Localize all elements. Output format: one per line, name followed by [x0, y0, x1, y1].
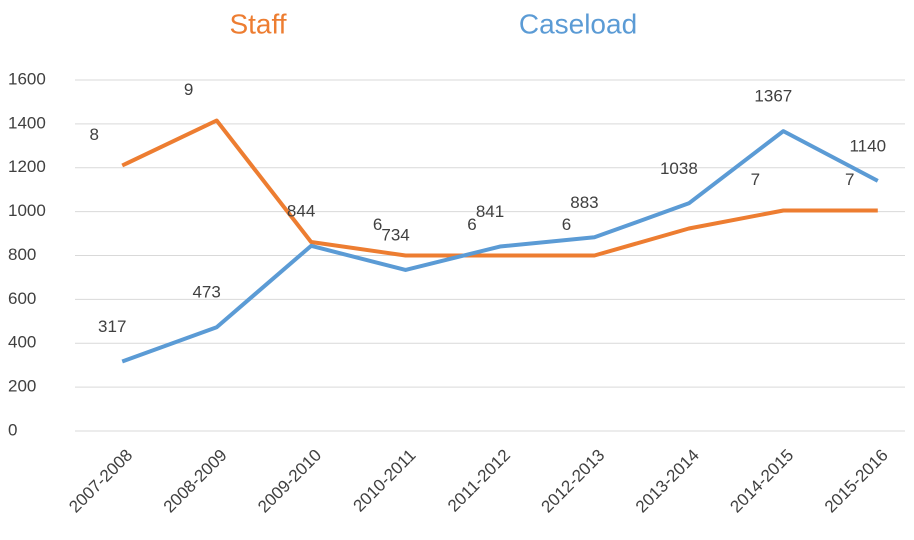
y-tick-label: 400 — [8, 333, 36, 352]
series-line — [121, 129, 879, 364]
data-label: 734 — [381, 225, 409, 244]
data-label: 7 — [845, 170, 854, 189]
y-tick-label: 1000 — [8, 201, 46, 220]
x-tick-label: 2009-2010 — [254, 446, 325, 517]
x-tick-label: 2013-2014 — [632, 446, 703, 517]
data-label: 6 — [373, 215, 382, 234]
y-tick-label: 1400 — [8, 113, 46, 132]
data-label: 1038 — [660, 159, 698, 178]
y-tick-label: 1600 — [8, 69, 46, 88]
data-label: 9 — [184, 80, 193, 99]
x-tick-label: 2010-2011 — [350, 446, 420, 516]
x-tick-label: 2015-2016 — [821, 446, 892, 517]
x-tick-label: 2007-2008 — [65, 446, 136, 517]
x-tick-label: 2012-2013 — [538, 446, 609, 517]
data-label: 883 — [570, 193, 598, 212]
y-tick-label: 1200 — [8, 157, 46, 176]
data-label: 6 — [467, 215, 476, 234]
data-label: 473 — [192, 283, 220, 302]
x-tick-label: 2014-2015 — [726, 446, 797, 517]
x-tick-label: 2011-2012 — [444, 446, 514, 516]
x-tick-label: 2008-2009 — [160, 446, 231, 517]
legend-entry: Caseload — [519, 8, 637, 39]
y-tick-label: 600 — [8, 289, 36, 308]
y-tick-label: 800 — [8, 245, 36, 264]
legend-entry: Staff — [229, 8, 286, 39]
data-label: 6 — [562, 215, 571, 234]
data-label: 1367 — [754, 87, 792, 106]
data-label: 841 — [476, 202, 504, 221]
data-label: 317 — [98, 317, 126, 336]
y-tick-label: 0 — [8, 420, 17, 439]
data-label: 8 — [89, 125, 98, 144]
data-label: 844 — [287, 201, 315, 220]
y-tick-label: 200 — [8, 377, 36, 396]
data-label: 7 — [751, 170, 760, 189]
series-line — [121, 118, 878, 258]
data-label: 1140 — [849, 136, 886, 155]
